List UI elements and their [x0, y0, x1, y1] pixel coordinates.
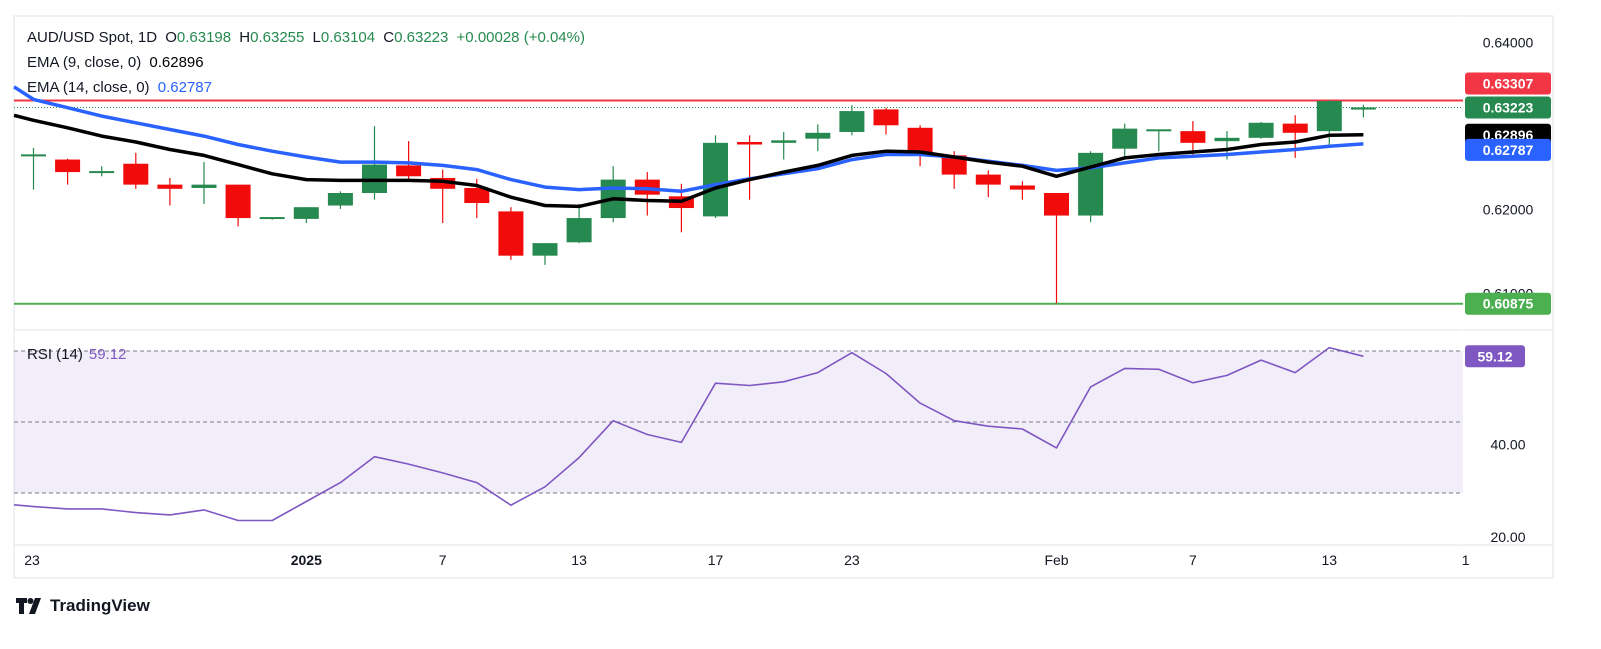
ema14-line [13, 85, 1364, 194]
rsi-axis: 40.00 20.00 [1490, 437, 1525, 545]
time-tick-label: 13 [571, 552, 587, 568]
candlesticks [21, 100, 1376, 304]
candle-down [396, 165, 422, 177]
candle-up [805, 132, 831, 139]
rsi-tick-label: 20.00 [1490, 529, 1525, 545]
horizontal-levels [14, 99, 1463, 305]
time-tick-label: 13 [1322, 552, 1338, 568]
candle-down [1044, 192, 1069, 216]
close-label: C [383, 29, 395, 46]
candle-down [225, 184, 251, 219]
open-label: O [165, 29, 177, 46]
ema14-badge [1465, 138, 1551, 161]
ohlc-legend: AUD/USD Spot, 1D O0.63198 H0.63255 L0.63… [27, 29, 589, 47]
candle-down [1282, 123, 1308, 133]
ema9-legend: EMA (9, close, 0) 0.62896 [27, 54, 208, 72]
ema9-line [13, 113, 1364, 209]
ema9-badge-label: 0.62896 [1483, 127, 1534, 143]
rsi-label: RSI (14) [27, 346, 83, 363]
candle-up [532, 243, 558, 256]
rsi-value: 59.12 [88, 346, 127, 363]
candle-up [566, 218, 592, 243]
tradingview-logo-text: TradingView [50, 596, 150, 615]
candle-up [1248, 122, 1274, 138]
open-value: 0.63198 [176, 29, 232, 46]
low-label: L [312, 29, 321, 46]
ema-lines [13, 85, 1364, 209]
candle-down [464, 187, 490, 204]
close-value: 0.63223 [394, 29, 449, 46]
ema14-label: EMA (14, close, 0) [27, 79, 150, 96]
time-tick-label: 7 [439, 552, 447, 568]
rsi-legend: RSI (14) 59.12 [27, 346, 126, 363]
rsi-series-line [13, 346, 1364, 522]
rsi-line [13, 346, 1364, 522]
candle-up [1146, 129, 1172, 132]
candle-up [1112, 128, 1138, 149]
candle-up [1214, 137, 1240, 142]
candle-up [89, 171, 115, 174]
last-price-badge [1465, 96, 1551, 119]
price-tick-label: 0.62000 [1483, 202, 1534, 218]
resistance-badge-label: 0.63307 [1483, 75, 1534, 91]
candle-down [975, 174, 1001, 185]
rsi-value-badge [1465, 345, 1525, 368]
symbol-title: AUD/USD Spot, 1D [27, 29, 158, 46]
change-value: +0.00028 (+0.04%) [456, 29, 585, 46]
time-axis: 23 2025 7 13 17 23 Feb 7 13 1 [24, 552, 1470, 568]
candle-down [1009, 185, 1035, 190]
candle-down [1180, 131, 1206, 143]
ema14-badge-label: 0.62787 [1483, 142, 1534, 158]
ema9-label: EMA (9, close, 0) [27, 54, 142, 71]
candle-up [293, 207, 319, 219]
ema9-value: 0.62896 [149, 54, 204, 71]
support-badge [1465, 292, 1551, 315]
ema14-value: 0.62787 [157, 79, 212, 96]
candle-down [873, 109, 899, 126]
candle-up [327, 192, 353, 206]
candle-down [941, 155, 967, 175]
candle-up [259, 217, 285, 220]
time-tick-label: 1 [1462, 552, 1470, 568]
candle-up [771, 140, 797, 143]
candle-up [703, 142, 728, 217]
price-tick-label: 0.64000 [1483, 35, 1534, 51]
candle-down [498, 211, 524, 256]
tradingview-logo[interactable]: TradingView [16, 596, 150, 616]
candle-up [1078, 152, 1104, 216]
time-tick-label: 23 [844, 552, 860, 568]
candle-down [157, 184, 183, 189]
candle-down [55, 159, 81, 173]
candle-up [21, 154, 46, 157]
support-badge-label: 0.60875 [1483, 296, 1534, 312]
price-pane-border [13, 15, 1554, 579]
candle-down [123, 163, 149, 185]
candle-up [1316, 101, 1342, 132]
candle-up [1350, 107, 1376, 110]
high-label: H [239, 29, 251, 46]
rsi-tick-label: 40.00 [1490, 437, 1525, 453]
resistance-badge [1465, 72, 1551, 95]
tradingview-logo-icon [16, 598, 41, 614]
candle-down [737, 142, 763, 145]
candle-up [191, 184, 217, 188]
time-tick-label: 17 [708, 552, 724, 568]
ema14-legend: EMA (14, close, 0) 0.62787 [27, 79, 216, 97]
time-tick-label: 7 [1189, 552, 1197, 568]
rsi-value-badge-label: 59.12 [1477, 348, 1512, 364]
time-tick-label: Feb [1044, 552, 1068, 568]
candle-down [430, 177, 456, 189]
low-value: 0.63104 [320, 29, 376, 46]
time-tick-label: 2025 [291, 552, 322, 568]
candle-up [839, 111, 865, 132]
high-value: 0.63255 [250, 29, 305, 46]
time-tick-label: 23 [24, 552, 40, 568]
last-price-badge-label: 0.63223 [1483, 99, 1534, 115]
